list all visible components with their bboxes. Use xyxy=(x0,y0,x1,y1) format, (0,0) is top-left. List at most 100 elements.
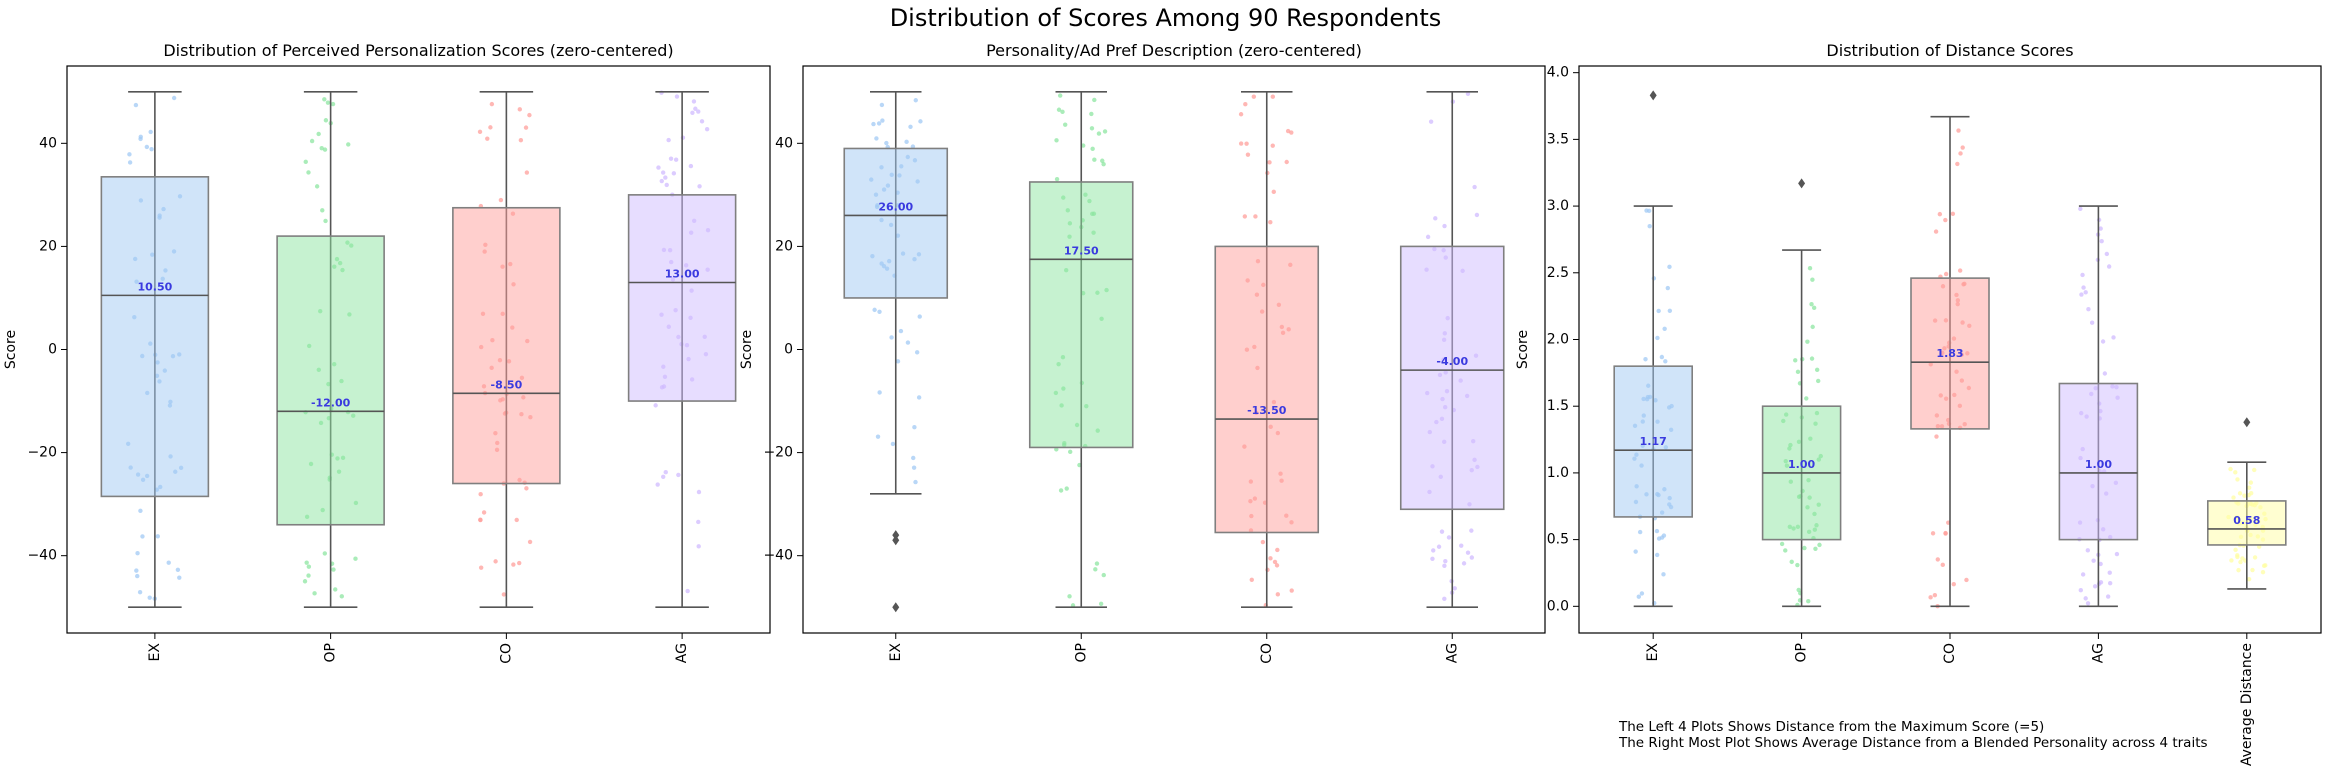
panel-3-median-label-EX: 1.17 xyxy=(1640,435,1667,448)
panel-1-strip-dot xyxy=(346,142,351,147)
panel-2-strip-dot xyxy=(872,307,877,313)
footnote: The Left 4 Plots Shows Distance from the… xyxy=(1619,719,2208,751)
panel-1-title: Distribution of Perceived Personalizatio… xyxy=(163,41,673,60)
panel-2-strip-dot xyxy=(1446,535,1452,540)
panel-3-y-tick-label: 4.0 xyxy=(1547,65,1569,81)
panel-3-box-Average Distance xyxy=(2207,500,2287,546)
panel-3-strip-dot xyxy=(1643,357,1648,362)
panel-1-strip-dot xyxy=(148,129,153,135)
panel-1-strip-dot xyxy=(489,101,495,107)
panel-2-strip-dot xyxy=(1439,529,1445,534)
panel-1-strip-dot xyxy=(339,594,345,599)
panel-1-strip-dot xyxy=(517,107,523,112)
panel-1-axes-frame xyxy=(66,65,771,634)
panel-1-strip-dot xyxy=(312,591,317,596)
panel-3-y-axis-label: Score xyxy=(1515,330,1531,369)
panel-2-median-label-OP: 17.50 xyxy=(1064,244,1099,257)
panel-1-strip-dot xyxy=(306,573,311,578)
panel-1-strip-dot xyxy=(140,534,145,539)
panel-1-strip-dot xyxy=(127,160,133,165)
panel-2-strip-dot xyxy=(1062,122,1068,127)
panel-1-strip-dot xyxy=(688,163,694,169)
panel-1-strip-dot xyxy=(309,138,315,144)
panel-1-box-EX xyxy=(100,176,210,498)
panel-3-strip-dot xyxy=(2098,561,2103,567)
panel-3-title: Distribution of Distance Scores xyxy=(1826,41,2073,60)
figure-title: Distribution of Scores Among 90 Responde… xyxy=(889,4,1442,32)
panel-2-strip-dot xyxy=(1452,586,1457,591)
panel-3-y-tick-label: 1.0 xyxy=(1547,465,1569,481)
panel-1-strip-dot xyxy=(319,145,324,151)
panel-3-strip-dot xyxy=(2248,480,2254,485)
panel-1-strip-dot xyxy=(144,144,150,150)
panel-2-strip-dot xyxy=(1243,102,1248,107)
panel-2-strip-dot xyxy=(1474,212,1480,218)
panel-1-strip-dot xyxy=(149,146,154,152)
panel-3-strip-dot xyxy=(2114,551,2120,557)
panel-3-median-label-Average Distance: 0.58 xyxy=(2233,514,2260,527)
panel-3-strip-dot xyxy=(1935,557,1940,562)
panel-2-strip-dot xyxy=(875,434,881,439)
panel-3-strip-dot xyxy=(2098,226,2103,231)
panel-3-y-tick-label: 1.5 xyxy=(1547,398,1569,414)
panel-3-strip-dot xyxy=(2079,292,2084,297)
panel-3-strip-dot xyxy=(1955,161,1960,167)
panel-2-strip-dot xyxy=(1089,111,1094,117)
panel-2-y-tick-label: 0 xyxy=(784,342,793,358)
panel-1-strip-dot xyxy=(673,157,679,162)
panel-2-strip-dot xyxy=(1461,561,1467,566)
panel-3-strip-dot xyxy=(1667,308,1673,314)
panel-1-strip-dot xyxy=(693,106,698,111)
panel-2-strip-dot xyxy=(1465,91,1471,96)
panel-2-strip-dot xyxy=(1242,214,1248,219)
panel-2-x-tick-label-OP: OP xyxy=(1073,643,1089,662)
panel-1-strip-dot xyxy=(511,562,516,567)
panel-2-strip-dot xyxy=(1274,563,1280,568)
panel-2-strip-dot xyxy=(880,118,885,123)
panel-1-box-AG xyxy=(627,194,737,402)
panel-2-strip-dot xyxy=(1289,588,1294,593)
panel-1-strip-dot xyxy=(696,489,702,495)
panel-3-strip-dot xyxy=(2106,264,2112,269)
panel-3-strip-dot xyxy=(2252,467,2257,473)
panel-1-strip-dot xyxy=(330,101,336,107)
panel-2-strip-dot xyxy=(895,359,901,364)
panel-1-strip-dot xyxy=(323,218,328,224)
panel-2-strip-dot xyxy=(1238,141,1244,146)
panel-2-strip-dot xyxy=(1284,159,1289,165)
panel-2-strip-dot xyxy=(1249,577,1254,583)
panel-3-y-tick-label: 3.5 xyxy=(1547,131,1569,147)
panel-3-outlier-OP xyxy=(1798,178,1806,189)
panel-3-strip-dot xyxy=(2080,572,2086,577)
panel-1-strip-dot xyxy=(659,178,664,184)
panel-1-strip-dot xyxy=(135,551,140,556)
panel-3-strip-dot xyxy=(2078,588,2084,593)
panel-2-strip-dot xyxy=(890,441,896,447)
panel-2-strip-dot xyxy=(1285,128,1291,134)
panel-1-strip-dot xyxy=(660,170,666,175)
panel-3-strip-dot xyxy=(1950,211,1956,216)
panel-1-strip-dot xyxy=(147,595,152,600)
panel-1-strip-dot xyxy=(696,109,701,114)
panel-1-strip-dot xyxy=(322,147,328,152)
panel-2-strip-dot xyxy=(1058,488,1064,493)
footnote-line-1: The Left 4 Plots Shows Distance from the… xyxy=(1619,719,2045,735)
panel-2-median-label-EX: 26.00 xyxy=(878,200,913,213)
panel-2-strip-dot xyxy=(1054,447,1059,452)
panel-3-strip-dot xyxy=(2083,290,2088,295)
panel-3-strip-dot xyxy=(1810,277,1815,282)
panel-3-strip-dot xyxy=(1934,434,1939,439)
panel-1-strip-dot xyxy=(699,119,705,124)
panel-1-strip-dot xyxy=(316,131,321,137)
panel-3-strip-dot xyxy=(2081,285,2086,290)
panel-3-strip-dot xyxy=(1796,587,1801,593)
panel-1-strip-dot xyxy=(527,539,533,545)
panel-1-strip-dot xyxy=(478,565,484,570)
panel-3-strip-dot xyxy=(1815,378,1821,384)
panel-2-strip-dot xyxy=(914,350,920,355)
panel-2-strip-dot xyxy=(917,314,922,319)
panel-3-outlier-Average Distance xyxy=(2243,417,2251,428)
panel-3-strip-dot xyxy=(2098,580,2104,585)
panel-1-strip-dot xyxy=(527,112,532,118)
